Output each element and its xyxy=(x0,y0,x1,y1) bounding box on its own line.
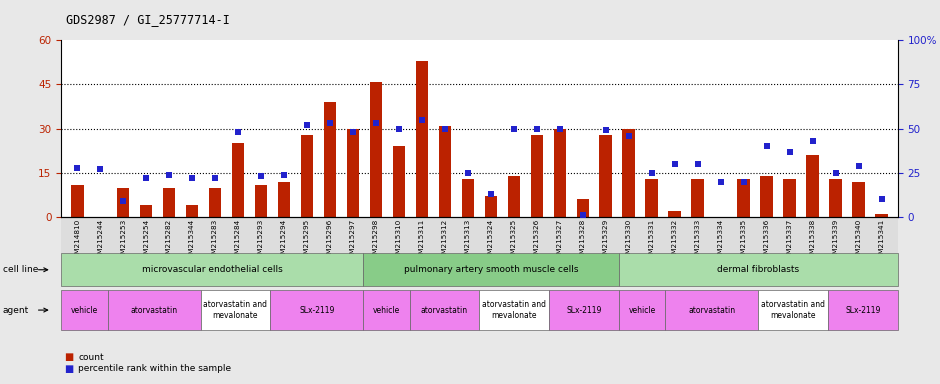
Point xyxy=(391,126,406,132)
Point xyxy=(736,179,751,185)
Bar xyxy=(439,126,451,217)
Text: ■: ■ xyxy=(64,364,73,374)
Text: vehicle: vehicle xyxy=(70,306,98,314)
Bar xyxy=(277,182,290,217)
Point xyxy=(483,191,498,197)
Bar xyxy=(232,143,244,217)
Text: agent: agent xyxy=(3,306,29,314)
Text: atorvastatin: atorvastatin xyxy=(421,306,468,314)
Point xyxy=(346,129,361,135)
Bar xyxy=(117,187,130,217)
Bar xyxy=(369,81,383,217)
Point xyxy=(690,161,705,167)
Bar xyxy=(554,129,566,217)
Point xyxy=(162,172,177,178)
Point xyxy=(553,126,568,132)
Point xyxy=(667,161,682,167)
Point xyxy=(529,126,544,132)
Text: vehicle: vehicle xyxy=(373,306,400,314)
Text: SLx-2119: SLx-2119 xyxy=(299,306,335,314)
Bar xyxy=(875,214,888,217)
Bar xyxy=(807,155,819,217)
Text: count: count xyxy=(78,353,103,362)
Point xyxy=(782,149,797,155)
Point xyxy=(138,175,153,181)
Point xyxy=(575,212,590,218)
Point xyxy=(828,170,843,176)
Bar xyxy=(323,102,337,217)
Bar xyxy=(209,187,222,217)
Point xyxy=(276,172,291,178)
Bar xyxy=(646,179,658,217)
Point xyxy=(70,164,85,170)
Text: atorvastatin: atorvastatin xyxy=(688,306,735,314)
Bar xyxy=(415,61,429,217)
Point xyxy=(598,127,613,134)
Text: atorvastatin and
mevalonate: atorvastatin and mevalonate xyxy=(761,300,825,320)
Point xyxy=(713,179,728,185)
Bar xyxy=(255,185,267,217)
Point xyxy=(300,122,315,128)
Point xyxy=(621,132,636,139)
Point xyxy=(851,163,866,169)
Bar xyxy=(508,176,520,217)
Bar xyxy=(829,179,842,217)
Point xyxy=(507,126,522,132)
Bar xyxy=(622,129,635,217)
Bar xyxy=(485,196,497,217)
Point xyxy=(230,129,245,135)
Point xyxy=(644,170,659,176)
Text: cell line: cell line xyxy=(3,265,39,274)
Point xyxy=(184,175,199,181)
Point xyxy=(368,120,384,126)
Text: atorvastatin and
mevalonate: atorvastatin and mevalonate xyxy=(482,300,546,320)
Text: atorvastatin: atorvastatin xyxy=(131,306,178,314)
Bar xyxy=(668,211,681,217)
Bar xyxy=(393,146,405,217)
Text: ■: ■ xyxy=(64,352,73,362)
Point xyxy=(93,166,108,172)
Point xyxy=(760,143,775,149)
Point xyxy=(415,117,430,123)
Text: dermal fibroblasts: dermal fibroblasts xyxy=(717,265,799,274)
Bar xyxy=(163,187,176,217)
Bar xyxy=(530,134,543,217)
Bar xyxy=(462,179,474,217)
Bar xyxy=(576,199,589,217)
Point xyxy=(116,198,131,204)
Text: percentile rank within the sample: percentile rank within the sample xyxy=(78,364,231,373)
Bar xyxy=(692,179,704,217)
Bar xyxy=(737,179,750,217)
Text: microvascular endothelial cells: microvascular endothelial cells xyxy=(142,265,283,274)
Bar xyxy=(760,176,773,217)
Text: vehicle: vehicle xyxy=(629,306,656,314)
Point xyxy=(322,120,337,126)
Bar xyxy=(70,185,84,217)
Bar xyxy=(600,134,612,217)
Bar xyxy=(347,129,359,217)
Bar xyxy=(783,179,796,217)
Bar xyxy=(140,205,152,217)
Point xyxy=(208,175,223,181)
Point xyxy=(437,126,452,132)
Bar xyxy=(853,182,865,217)
Point xyxy=(461,170,476,176)
Text: SLx-2119: SLx-2119 xyxy=(845,306,881,314)
Point xyxy=(806,138,821,144)
Text: SLx-2119: SLx-2119 xyxy=(566,306,602,314)
Point xyxy=(254,173,269,179)
Text: GDS2987 / GI_25777714-I: GDS2987 / GI_25777714-I xyxy=(66,13,229,26)
Bar xyxy=(301,134,313,217)
Point xyxy=(874,196,889,202)
Text: atorvastatin and
mevalonate: atorvastatin and mevalonate xyxy=(203,300,267,320)
Text: pulmonary artery smooth muscle cells: pulmonary artery smooth muscle cells xyxy=(404,265,578,274)
Bar xyxy=(186,205,198,217)
